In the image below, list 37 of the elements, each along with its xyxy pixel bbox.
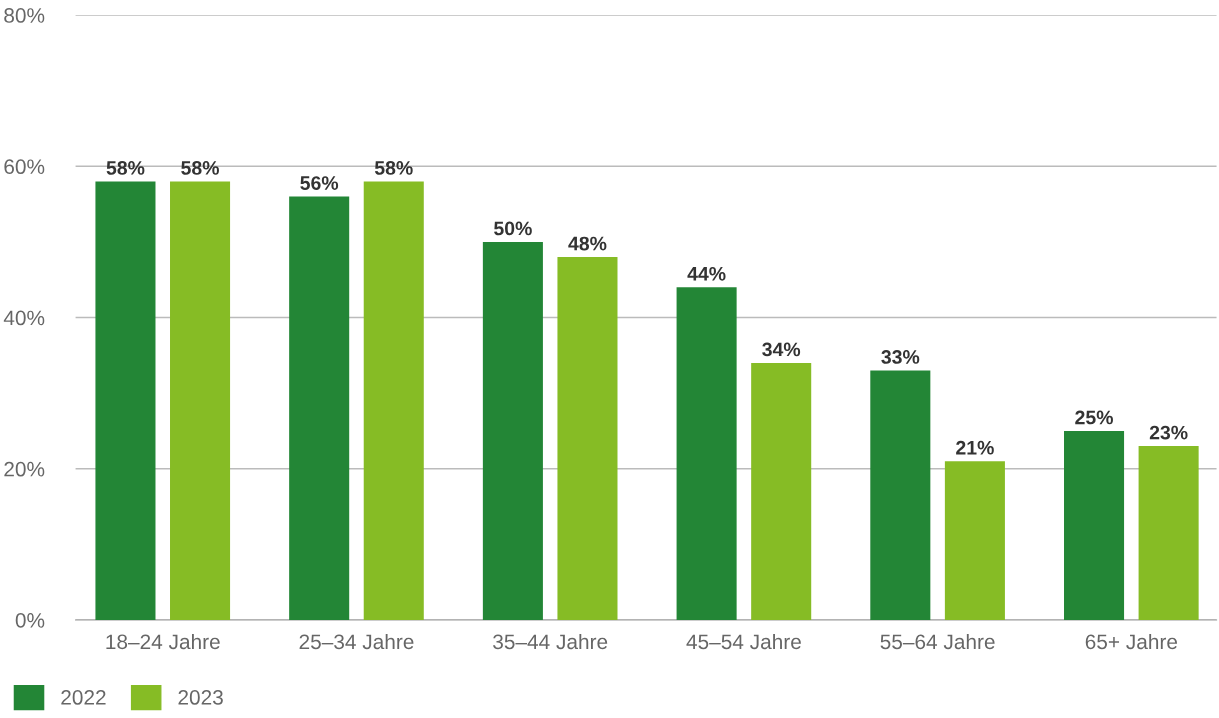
data-label: 23%: [1149, 425, 1188, 440]
bar: [870, 370, 931, 620]
x-tick-label: 25–34 Jahre: [299, 633, 414, 650]
legend-label: 2023: [178, 690, 223, 705]
bar: [289, 196, 350, 620]
data-label: 58%: [181, 161, 219, 175]
data-label: 58%: [374, 161, 413, 175]
data-label: 34%: [762, 342, 801, 357]
bar: [751, 362, 812, 620]
y-tick-label: 0%: [15, 612, 45, 628]
bar: [170, 181, 231, 620]
data-label: 50%: [494, 221, 532, 236]
y-tick-label: 20%: [4, 461, 45, 477]
data-label: 33%: [881, 350, 920, 364]
data-label: 48%: [568, 236, 607, 251]
x-tick-label: 35–44 Jahre: [493, 633, 608, 650]
y-tick-label: 80%: [4, 8, 45, 23]
x-tick-label: 55–64 Jahre: [880, 633, 995, 650]
bar: [1064, 430, 1125, 620]
data-label: 58%: [106, 161, 145, 175]
x-tick-label: 18–24 Jahre: [106, 633, 220, 650]
bar: [944, 461, 1005, 620]
y-tick-label: 40%: [3, 310, 45, 326]
data-label: 44%: [687, 266, 726, 281]
data-label: 25%: [1075, 410, 1113, 425]
legend-label: 2022: [61, 690, 106, 705]
bar: [676, 287, 737, 620]
y-tick-label: 60%: [4, 159, 45, 175]
bar: [1138, 446, 1199, 620]
x-tick-label: 45–54 Jahre: [686, 633, 801, 650]
bar: [557, 257, 618, 620]
data-label: 56%: [300, 176, 339, 190]
x-tick-label: 65+ Jahre: [1085, 633, 1178, 650]
data-label: 21%: [956, 440, 994, 455]
bar: [95, 181, 156, 620]
bar: [482, 241, 543, 620]
bar: [363, 181, 424, 620]
